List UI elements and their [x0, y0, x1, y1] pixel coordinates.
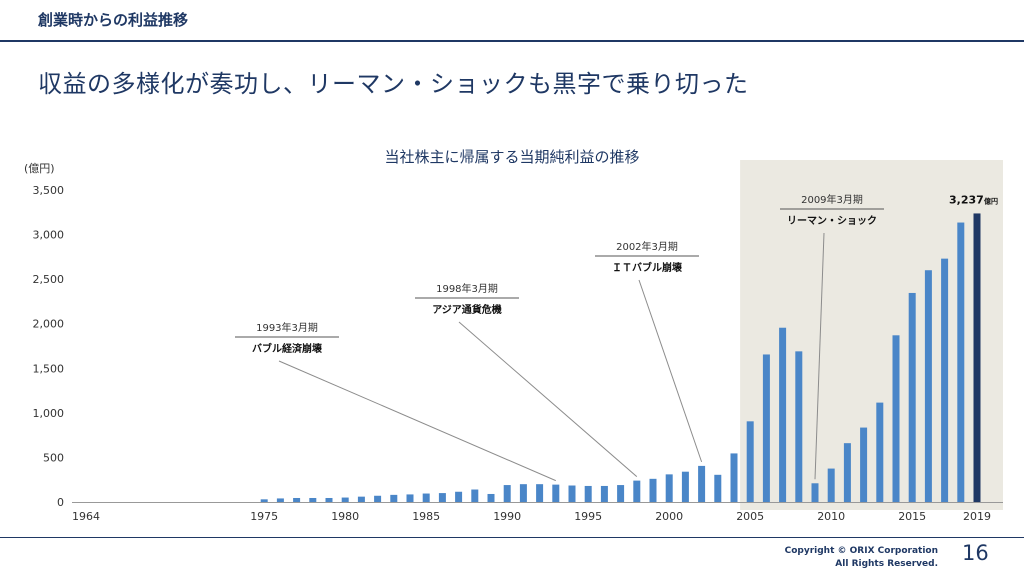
x-tick-label: 2000 [655, 510, 683, 523]
y-tick-label: 500 [43, 451, 64, 464]
x-tick-label: 1980 [331, 510, 359, 523]
bar [422, 493, 430, 502]
bar [600, 485, 608, 502]
bar [438, 493, 446, 502]
header-divider [0, 40, 1024, 42]
bar [665, 474, 673, 502]
bar [357, 496, 365, 502]
bar [681, 471, 689, 502]
y-tick-label: 3,000 [33, 229, 65, 242]
x-tick-label: 1964 [72, 510, 100, 523]
annotation-period: 1998年3月期 [436, 282, 498, 295]
bar [714, 474, 722, 502]
bar [924, 270, 932, 502]
bar [633, 480, 641, 502]
annotation-leader-line [278, 360, 556, 482]
bars [260, 213, 981, 502]
x-tick-label: 2015 [898, 510, 926, 523]
y-axis-unit-label: (億円) [24, 162, 55, 175]
bar [406, 494, 414, 502]
bar [730, 453, 738, 502]
bar [795, 351, 803, 502]
bar [552, 484, 560, 502]
x-tick-label: 2019 [963, 510, 991, 523]
bar [779, 327, 787, 502]
bar [843, 443, 851, 502]
x-tick-label: 1990 [493, 510, 521, 523]
annotation-period: 1993年3月期 [256, 321, 318, 334]
bar [876, 402, 884, 502]
bar [503, 485, 511, 502]
bar [941, 258, 949, 502]
annotation-event: ＩＴバブル崩壊 [612, 261, 683, 274]
annotation-leader-line [638, 279, 703, 463]
bar [811, 483, 819, 502]
bar [860, 427, 868, 502]
x-tick-label: 2010 [817, 510, 845, 523]
footer-divider [0, 537, 1024, 538]
bar [908, 292, 916, 502]
annotation-event: リーマン・ショック [787, 215, 877, 227]
y-tick-label: 2,000 [33, 318, 65, 331]
bar [892, 335, 900, 502]
bar [617, 485, 625, 502]
bar [827, 468, 835, 502]
bar [746, 421, 754, 502]
bar [309, 497, 317, 502]
bar [341, 497, 349, 502]
page-title: 収益の多様化が奏功し、リーマン・ショックも黒字で乗り切った [38, 70, 749, 98]
bar [293, 497, 301, 502]
bar [649, 478, 657, 502]
y-tick-label: 2,500 [33, 273, 65, 286]
bar-highlight [973, 213, 981, 502]
y-tick-label: 1,000 [33, 407, 65, 420]
y-tick-label: 1,500 [33, 362, 65, 375]
bar [276, 498, 284, 502]
section-title: 創業時からの利益推移 [38, 11, 189, 29]
bar [325, 497, 333, 502]
annotation-period: 2002年3月期 [616, 240, 678, 253]
chart-title: 当社株主に帰属する当期純利益の推移 [384, 148, 639, 166]
highlight-value-label: 3,237 [949, 193, 984, 206]
y-tick-label: 3,500 [33, 184, 65, 197]
bar [568, 485, 576, 502]
bar [584, 485, 592, 502]
y-axis-ticks: 0 500 1,000 1,500 2,000 2,500 3,000 3,500 [33, 184, 65, 509]
y-tick-label: 0 [57, 496, 64, 509]
bar [487, 493, 495, 502]
bar [390, 494, 398, 502]
x-tick-label: 2005 [736, 510, 764, 523]
bar [698, 465, 706, 502]
bar [374, 495, 382, 502]
highlight-unit-label: 億円 [984, 196, 998, 205]
copyright-line-2: All Rights Reserved. [835, 559, 938, 569]
bar [957, 222, 965, 502]
bar [536, 484, 544, 502]
bar [455, 491, 463, 502]
x-tick-label: 1975 [250, 510, 278, 523]
annotation-leader-line [814, 232, 825, 480]
annotation-period: 2009年3月期 [801, 193, 863, 206]
x-tick-label: 1985 [412, 510, 440, 523]
page-number: 16 [962, 541, 989, 565]
x-tick-label: 1995 [574, 510, 602, 523]
bar [260, 499, 268, 502]
bar [471, 489, 479, 502]
net-income-bar-chart: 当社株主に帰属する当期純利益の推移 (億円) 0 500 1,000 1,500 2,0… [24, 148, 1003, 523]
x-axis-ticks: 1964 1975 1980 1985 1990 1995 2000 2005 2010 2015… [72, 510, 991, 523]
copyright-line-1: Copyright © ORIX Corporation [784, 546, 938, 556]
annotation-event: バブル経済崩壊 [252, 342, 323, 355]
annotation-event: アジア通貨危機 [432, 303, 502, 316]
bar [762, 354, 770, 502]
annotation-leader-line [458, 321, 638, 477]
copyright-notice: Copyright © ORIX Corporation All Rights … [785, 545, 938, 571]
bar [519, 484, 527, 502]
